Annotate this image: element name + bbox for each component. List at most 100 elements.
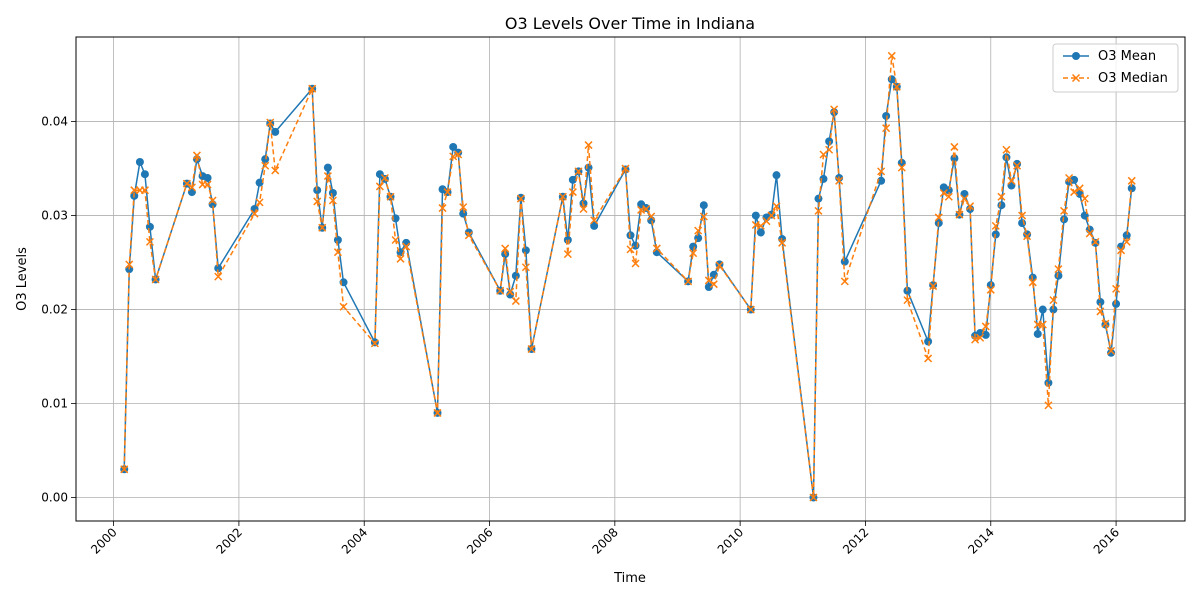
data-point-median [1007,176,1016,185]
chart-title: O3 Levels Over Time in Indiana [505,14,755,33]
data-point-median [1122,237,1131,246]
data-point-median [897,163,906,172]
data-point-median [1002,145,1011,154]
data-point-median [1013,161,1022,170]
data-point-median [250,209,259,218]
data-point-mean [704,282,713,291]
data-point-median [825,145,834,154]
data-point-median [1096,307,1105,316]
data-point-median [584,141,593,150]
data-point-median [1023,232,1032,241]
data-point-median [433,408,442,417]
data-point-median [568,188,577,197]
data-point-median [903,296,912,305]
data-point-mean [1033,329,1042,338]
data-point-median [631,259,640,268]
data-point-median [626,245,635,254]
data-point-mean [924,337,933,346]
data-point-median [809,493,818,502]
data-point-median [647,212,656,221]
data-point-median [1085,229,1094,238]
data-point-mean [997,201,1006,210]
data-point-mean [135,157,144,166]
data-point-median [966,202,975,211]
data-point-median [1018,211,1027,220]
series-line [123,55,1133,499]
plot-frame [75,36,1186,522]
data-point-mean [877,176,886,185]
legend-label-mean: O3 Mean [1098,49,1156,64]
data-point-median [1028,278,1037,287]
data-point-median [882,124,891,133]
y-tick-label: 0.01 [41,397,68,411]
data-point-median [1107,346,1116,355]
data-point-median [1091,237,1100,246]
data-point-median [939,188,948,198]
data-point-median [391,235,400,245]
legend-median-marker [1071,73,1081,83]
data-point-mean [323,163,332,172]
data-point-mean [626,231,635,240]
data-point-median [971,335,980,344]
data-point-median [991,221,1000,230]
data-point-median [590,216,599,225]
data-point-mean [145,222,154,231]
data-point-mean [375,170,384,179]
data-point-mean [1038,305,1047,314]
data-point-median [830,105,839,114]
data-point-median [704,276,713,285]
data-point-mean [271,127,280,136]
y-axis: 0.00 0.01 0.02 0.03 0.04 [41,115,76,505]
grid-lines [76,37,1185,521]
data-point-median [699,212,708,221]
data-point-median [255,198,264,207]
data-point-median [187,183,196,192]
data-point-median [511,297,520,306]
data-point-mean [1049,305,1058,314]
data-point-mean [506,290,515,299]
data-point-median [1065,173,1074,183]
data-point-median [145,237,154,246]
data-point-mean [584,163,593,172]
data-point-mean [756,228,765,237]
data-point-median [1038,320,1047,329]
data-point-median [527,344,536,354]
data-point-median [934,213,943,222]
data-point-median [767,211,776,220]
data-point-median [318,223,327,232]
data-point-mean [454,148,463,157]
data-point-median [877,167,886,176]
data-point-median [506,287,515,296]
data-point-median [208,196,217,205]
x-axis-title: Time [613,571,646,586]
data-point-median [642,204,651,214]
data-point-median [386,192,395,201]
data-point-mean [1060,215,1069,224]
data-point-median [313,197,322,206]
data-point-median [746,305,755,314]
y-tick-label: 0.04 [41,115,68,129]
data-point-median [1080,194,1089,203]
series-layer [120,51,1136,502]
data-point-median [151,275,160,284]
data-point-median [266,118,275,127]
data-point-median [438,204,447,213]
data-point-mean [1013,159,1022,168]
data-point-median [1054,265,1063,274]
y-tick-label: 0.02 [41,303,68,317]
data-point-mean [882,111,891,120]
data-point-median [443,188,452,197]
data-point-median [1112,284,1121,293]
data-point-mean [840,257,849,266]
y-axis-title: O3 Levels [15,247,30,311]
data-point-mean [1096,298,1105,307]
data-point-median [516,194,525,203]
data-point-mean [1023,230,1032,239]
data-point-median [375,182,384,191]
data-point-median [308,84,317,93]
data-point-median [380,173,389,183]
data-point-median [261,161,270,170]
data-point-mean [328,189,337,198]
y-tick-label: 0.03 [41,209,68,223]
data-point-mean [568,175,577,184]
